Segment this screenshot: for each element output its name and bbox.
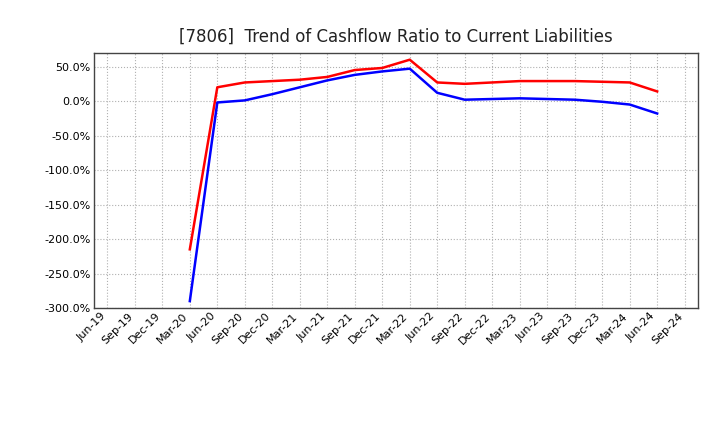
Free CF to Current Liabilities xyxy=(516,95,524,101)
Free CF to Current Liabilities xyxy=(543,96,552,102)
Title: [7806]  Trend of Cashflow Ratio to Current Liabilities: [7806] Trend of Cashflow Ratio to Curren… xyxy=(179,28,613,46)
Operating CF to Current Liabilities xyxy=(240,80,249,85)
Free CF to Current Liabilities xyxy=(295,84,304,90)
Free CF to Current Liabilities xyxy=(323,78,332,83)
Operating CF to Current Liabilities xyxy=(378,65,387,70)
Free CF to Current Liabilities xyxy=(460,97,469,103)
Operating CF to Current Liabilities xyxy=(626,80,634,85)
Operating CF to Current Liabilities xyxy=(570,78,579,84)
Free CF to Current Liabilities xyxy=(433,90,441,95)
Operating CF to Current Liabilities xyxy=(268,78,276,84)
Operating CF to Current Liabilities xyxy=(186,247,194,252)
Operating CF to Current Liabilities xyxy=(488,80,497,85)
Operating CF to Current Liabilities xyxy=(460,81,469,87)
Operating CF to Current Liabilities xyxy=(323,74,332,80)
Free CF to Current Liabilities xyxy=(240,98,249,103)
Operating CF to Current Liabilities xyxy=(598,79,606,84)
Free CF to Current Liabilities xyxy=(570,97,579,103)
Free CF to Current Liabilities xyxy=(186,298,194,304)
Operating CF to Current Liabilities xyxy=(543,78,552,84)
Operating CF to Current Liabilities xyxy=(213,84,222,90)
Operating CF to Current Liabilities xyxy=(516,78,524,84)
Operating CF to Current Liabilities xyxy=(351,67,359,73)
Operating CF to Current Liabilities xyxy=(295,77,304,82)
Free CF to Current Liabilities xyxy=(213,100,222,105)
Line: Free CF to Current Liabilities: Free CF to Current Liabilities xyxy=(190,69,657,301)
Free CF to Current Liabilities xyxy=(653,111,662,116)
Free CF to Current Liabilities xyxy=(598,99,606,104)
Free CF to Current Liabilities xyxy=(405,66,414,71)
Free CF to Current Liabilities xyxy=(268,92,276,97)
Operating CF to Current Liabilities xyxy=(653,89,662,94)
Operating CF to Current Liabilities xyxy=(433,80,441,85)
Free CF to Current Liabilities xyxy=(378,69,387,74)
Free CF to Current Liabilities xyxy=(626,102,634,107)
Line: Operating CF to Current Liabilities: Operating CF to Current Liabilities xyxy=(190,60,657,249)
Operating CF to Current Liabilities xyxy=(405,57,414,62)
Free CF to Current Liabilities xyxy=(488,96,497,102)
Free CF to Current Liabilities xyxy=(351,72,359,77)
